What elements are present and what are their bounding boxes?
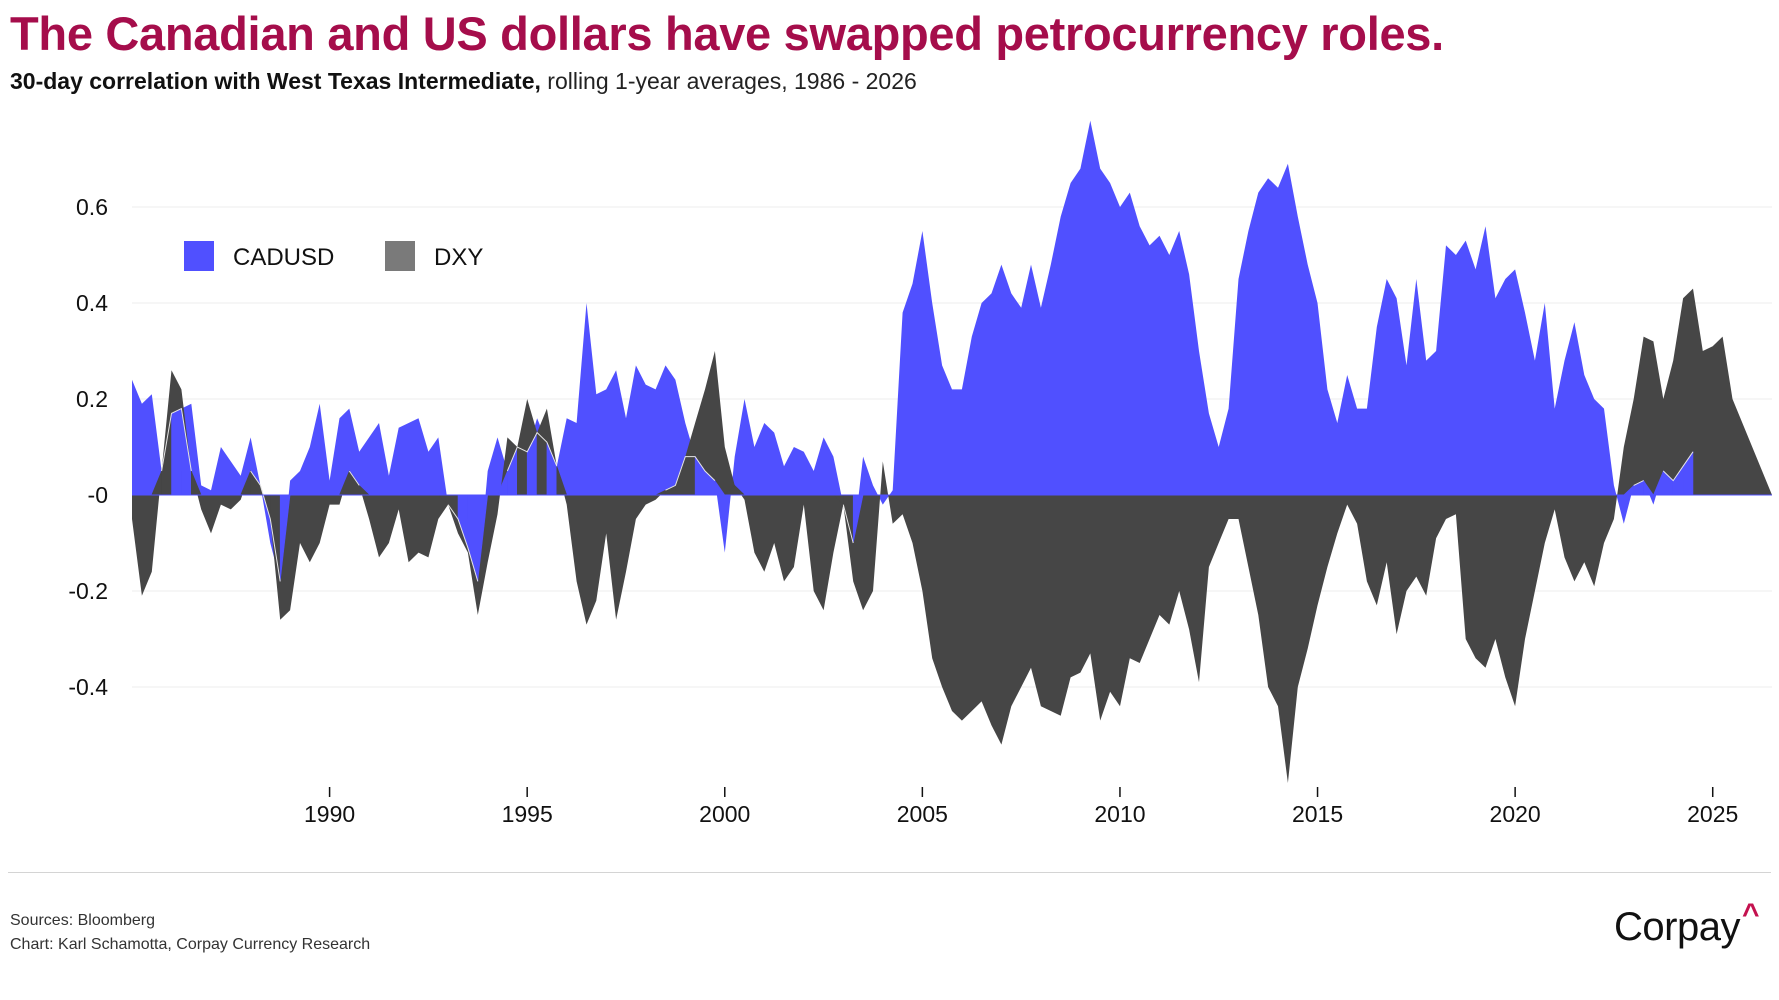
chart-subtitle: 30-day correlation with West Texas Inter… [10, 68, 917, 95]
overlap-outline [161, 407, 1694, 582]
overlap-segment [171, 408, 182, 496]
y-tick-label: 0.6 [76, 194, 108, 220]
credit-text: Chart: Karl Schamotta, Corpay Currency R… [10, 936, 371, 953]
corpay-logo: Corpay^ [1614, 898, 1759, 950]
chart-plot: 0.6 0.4 0.2 -0 -0.2 -0.4 1990 1995 2000 2005 2010… [68, 120, 1772, 827]
y-tick-label: 0.2 [76, 386, 108, 412]
legend: CADUSD DXY [184, 241, 483, 271]
area-dxy [132, 288, 1772, 783]
logo-caret-icon: ^ [1741, 898, 1760, 931]
legend-label-cadusd: CADUSD [233, 244, 334, 271]
subtitle-bold: 30-day correlation with West Texas Inter… [10, 68, 541, 94]
area-series [132, 120, 1772, 783]
overlap-segment [684, 456, 696, 496]
x-tick-label: 2005 [897, 801, 948, 827]
legend-swatch-cadusd [184, 241, 214, 271]
x-tick-label: 1995 [502, 801, 553, 827]
footer-credits: Sources: Bloomberg Chart: Karl Schamotta… [10, 909, 370, 957]
y-tick-label: -0 [88, 482, 108, 508]
x-tick-label: 2025 [1687, 801, 1738, 827]
x-tick-label: 2020 [1490, 801, 1541, 827]
x-tick-label: 2015 [1292, 801, 1343, 827]
footer-divider [8, 872, 1771, 873]
y-tick-label: -0.2 [68, 578, 108, 604]
chart-title: The Canadian and US dollars have swapped… [10, 7, 1444, 60]
y-axis: 0.6 0.4 0.2 -0 -0.2 -0.4 [68, 194, 108, 700]
logo-text: Corpay [1614, 905, 1740, 949]
y-tick-label: -0.4 [68, 674, 108, 700]
x-tick-label: 1990 [304, 801, 355, 827]
sources-text: Sources: Bloomberg [10, 912, 155, 929]
legend-label-dxy: DXY [434, 244, 483, 271]
overlap-segment [536, 431, 548, 496]
x-tick-label: 2000 [699, 801, 750, 827]
overlap-segment [517, 446, 528, 496]
x-tick-label: 2010 [1094, 801, 1145, 827]
legend-swatch-dxy [385, 241, 415, 271]
subtitle-rest: rolling 1-year averages, 1986 - 2026 [540, 68, 917, 94]
x-axis: 1990 1995 2000 2005 2010 2015 2020 2025 [304, 787, 1738, 827]
y-tick-label: 0.4 [76, 290, 108, 316]
